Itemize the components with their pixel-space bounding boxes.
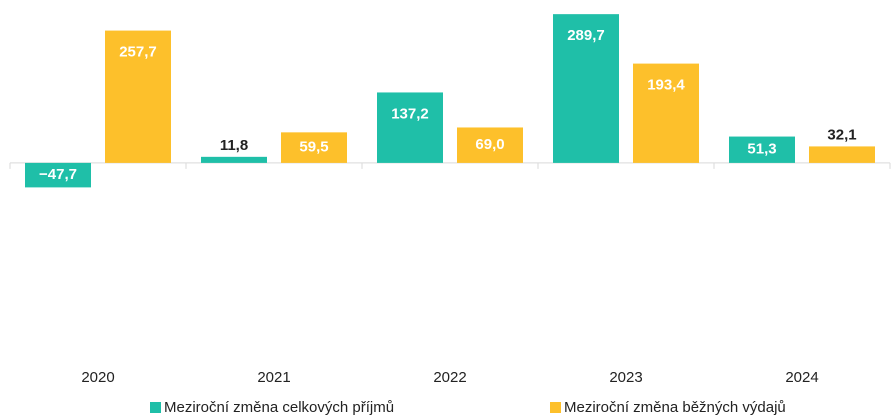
value-label: 51,3	[747, 141, 776, 158]
value-label: 32,1	[827, 126, 856, 143]
bar	[457, 127, 523, 163]
bar	[281, 132, 347, 163]
bar	[201, 156, 267, 163]
bar	[729, 136, 795, 163]
bar	[553, 14, 619, 163]
value-label: 137,2	[391, 105, 429, 122]
value-label: 257,7	[119, 44, 157, 61]
value-label: 11,8	[220, 137, 248, 154]
legend-label: Meziroční změna běžných výdajů	[564, 399, 786, 415]
value-label: 59,5	[299, 139, 328, 156]
x-tick-label: 2023	[609, 369, 642, 386]
value-label: 289,7	[567, 27, 605, 44]
x-tick-label: 2020	[81, 369, 114, 386]
value-label: 69,0	[475, 136, 504, 153]
x-tick-label: 2022	[433, 369, 466, 386]
x-tick-label: 2021	[257, 369, 290, 386]
value-label: −47,7	[39, 166, 77, 183]
legend-swatch	[150, 402, 161, 413]
value-label: 193,4	[647, 77, 685, 94]
legend-swatch	[550, 402, 561, 413]
x-tick-label: 2024	[785, 369, 818, 386]
bar	[377, 92, 443, 163]
bar	[633, 63, 699, 163]
bar	[25, 162, 91, 188]
bar	[105, 30, 171, 163]
legend-label: Meziroční změna celkových příjmů	[164, 399, 394, 415]
bar	[809, 146, 875, 163]
